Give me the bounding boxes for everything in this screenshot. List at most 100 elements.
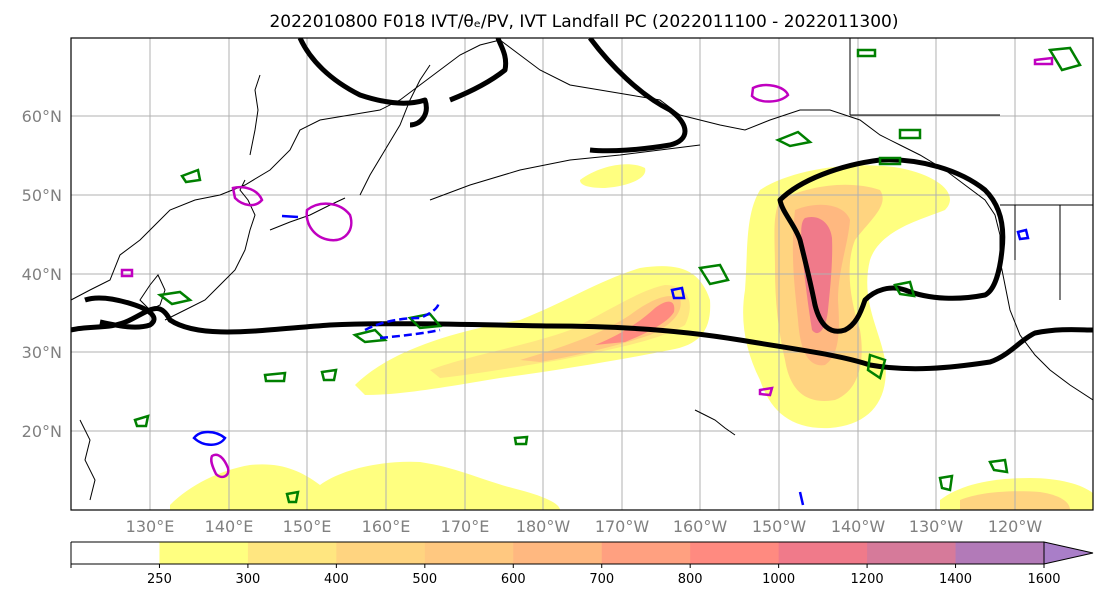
pc-contour-north-2: [449, 38, 509, 103]
coastline-hawaii: [694, 409, 736, 436]
pc-contour-loop: [777, 157, 1006, 334]
lon-label-180w: 180°W: [516, 517, 571, 536]
theta-e-contour-1: [180, 168, 202, 184]
lon-label-140e: 140°E: [205, 517, 254, 536]
colorbar-tick-label: 1400: [939, 572, 972, 587]
pv-contour-6: [1033, 56, 1054, 66]
theta-e-contour-10: [320, 368, 338, 382]
theta-e-contour-5: [866, 353, 887, 380]
colorbar-segment: [424, 542, 514, 564]
pv-contour-1: [305, 202, 353, 242]
colorbar-ticks: 250 300 400 500 600 700 800 1000 1200 1400 1600: [70, 564, 1061, 587]
lat-label-20n: 20°N: [22, 422, 62, 441]
ivt-level-800-band: [595, 301, 675, 345]
ivt-patch-south-west: [170, 461, 560, 510]
pv-negative-contours: [192, 214, 1030, 506]
lon-label-150w: 150°W: [752, 517, 807, 536]
colorbar-segment: [690, 542, 780, 564]
coastline-kurils: [269, 197, 346, 231]
coastline-kamchatka: [359, 64, 431, 196]
pc-contours: [71, 38, 1093, 372]
pv-neg-contour-4: [1016, 228, 1030, 241]
coastline-sakhalin: [249, 74, 261, 156]
ivt-level-300-band: [430, 285, 690, 378]
colorbar-tick-label: 600: [501, 572, 526, 587]
border-canada-us: [849, 38, 1093, 300]
colorbar-tick-label: 1200: [851, 572, 884, 587]
coastline-aleutians: [429, 144, 701, 201]
lon-label-140w: 140°W: [831, 517, 886, 536]
pv-neg-contour-1: [192, 430, 227, 446]
lon-label-170e: 170°E: [441, 517, 490, 536]
theta-e-contour-3: [697, 263, 730, 286]
theta-e-contour-2: [156, 290, 193, 306]
pv-contour-2: [231, 185, 264, 207]
ivt-patch-north: [580, 164, 646, 188]
colorbar-tick-label: 250: [147, 572, 172, 587]
ivt-level-250-band: [355, 266, 711, 395]
grid-lines: [71, 38, 1093, 510]
pv-neg-contour-6: [281, 214, 299, 219]
coastlines: [71, 38, 1093, 501]
coastline-philippines: [79, 419, 96, 501]
ivt-level-1000-plume: [801, 216, 833, 334]
colorbar-tick-label: 700: [589, 572, 614, 587]
theta-e-contour-9: [263, 371, 287, 383]
lon-label-130w: 130°W: [909, 517, 964, 536]
pv-contour-7: [758, 386, 774, 397]
colorbar-segments: [71, 542, 1045, 564]
pv-contour-3: [750, 83, 790, 103]
theta-e-contour-4: [774, 130, 813, 148]
lat-label-60n: 60°N: [22, 107, 62, 126]
theta-e-contour-7: [988, 458, 1009, 474]
coastline-japan: [164, 179, 256, 321]
lon-label-150e: 150°E: [283, 517, 332, 536]
theta-e-contour-15: [1047, 46, 1082, 72]
colorbar: 250 300 400 500 600 700 800 1000 1200 1400 1600: [70, 541, 1094, 587]
colorbar-tick-label: 300: [235, 572, 260, 587]
lon-label-160w: 160°W: [673, 517, 728, 536]
ivt-shading: [170, 164, 1093, 510]
pv-neg-contour-5: [798, 491, 805, 506]
lon-label-120w: 120°W: [988, 517, 1043, 536]
colorbar-segment: [513, 542, 603, 564]
theta-e-contour-17: [878, 156, 902, 166]
colorbar-segment: [336, 542, 426, 564]
colorbar-segment: [71, 542, 160, 564]
colorbar-segment: [778, 542, 868, 564]
colorbar-segment: [247, 542, 337, 564]
lon-label-160e: 160°E: [362, 517, 411, 536]
colorbar-segment: [159, 542, 249, 564]
map-title: 2022010800 F018 IVT/θₑ/PV, IVT Landfall …: [269, 12, 898, 32]
pc-contour-north-3: [587, 38, 688, 154]
coastline-asia: [71, 39, 501, 301]
colorbar-segment: [601, 542, 691, 564]
colorbar-segment: [867, 542, 957, 564]
lon-label-170w: 170°W: [595, 517, 650, 536]
lat-label-40n: 40°N: [22, 265, 62, 284]
pv-neg-contour-3: [670, 286, 686, 300]
pc-contour-north-1: [297, 38, 429, 128]
theta-e-contour-16: [898, 128, 922, 140]
theta-e-contour-14: [856, 48, 877, 58]
theta-e-contour-13: [513, 435, 529, 446]
colorbar-tick-label: 500: [412, 572, 437, 587]
colorbar-tick-label: 1600: [1027, 572, 1060, 587]
pv-contour-5: [120, 268, 134, 278]
theta-e-contours: [133, 46, 1082, 504]
lon-label-130e: 130°E: [126, 517, 175, 536]
colorbar-segment: [955, 542, 1045, 564]
ivt-level-500-band: [520, 295, 681, 362]
map-layers: [71, 38, 1093, 510]
longitude-labels: 130°E 140°E 150°E 160°E 170°E 180°W 170°…: [126, 517, 1043, 536]
map-frame: [70, 37, 1094, 511]
pc-contour-west: [84, 295, 157, 330]
lat-label-30n: 30°N: [22, 343, 62, 362]
theta-e-contour-8: [938, 474, 954, 492]
theta-e-contour-11: [133, 414, 150, 428]
latitude-labels: 60°N 50°N 40°N 30°N 20°N: [22, 107, 62, 441]
theta-e-contour-12: [285, 490, 300, 504]
lat-label-50n: 50°N: [22, 186, 62, 205]
pc-contour-main: [71, 306, 1093, 372]
